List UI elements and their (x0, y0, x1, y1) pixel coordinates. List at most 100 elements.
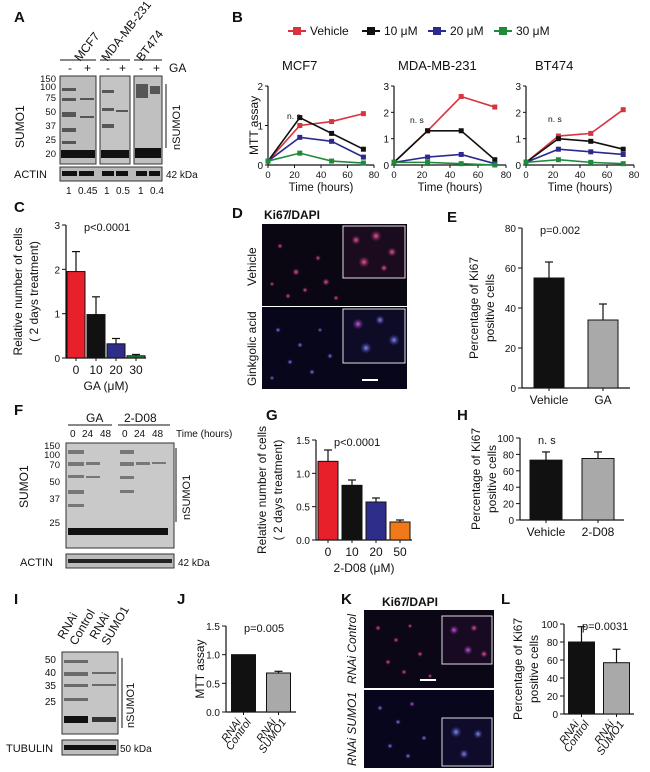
panel-label-k: K (341, 591, 352, 608)
quant-4: 0.5 (116, 186, 130, 197)
y-tick-label: 0 (383, 161, 389, 172)
data-point (329, 138, 335, 144)
x-tick-label: 40 (316, 170, 327, 181)
x-axis-label: Time (hours) (418, 182, 483, 194)
sign-2: + (84, 61, 91, 75)
x-tick-label: 60 (602, 170, 613, 181)
y-tick-label: 2 (383, 108, 389, 119)
marker-25: 25 (45, 135, 56, 146)
y-axis-label: ( 2 days treatment) (27, 241, 41, 342)
legend-label-10um: 10 μM (384, 24, 418, 38)
time-48a: 48 (100, 429, 112, 440)
y-tick-label: 1 (383, 135, 389, 146)
y-axis-label: positive cells (527, 635, 541, 703)
y-tick-label: 3 (383, 82, 389, 93)
y-tick-label: 1 (54, 310, 60, 321)
bar (231, 654, 256, 713)
legend-item-10um: 10 μM (362, 24, 418, 38)
time-0a: 0 (70, 429, 76, 440)
bar (581, 458, 615, 521)
y-tick-label: 2 (257, 82, 263, 93)
y-tick-label: 1.5 (206, 622, 220, 633)
x-tick-label: 60 (473, 170, 484, 181)
data-point (360, 111, 366, 117)
data-point (588, 138, 594, 144)
data-point (297, 115, 303, 121)
legend-item-30um: 30 μM (494, 24, 550, 38)
x-tick-label: 20 (289, 170, 300, 181)
series-line (267, 152, 364, 164)
y-tick-label: 40 (547, 674, 559, 685)
x-tick-label: 20 (369, 545, 383, 559)
x-tick-label: 20 (548, 170, 559, 181)
panel-label-a: A (14, 9, 25, 26)
data-point (425, 154, 431, 160)
x-tick-label: 10 (345, 545, 359, 559)
x-tick-label: 10 (89, 363, 103, 377)
y-axis-label: MTT assay (193, 639, 207, 698)
series-line (393, 153, 496, 165)
x-tick-label: 20 (109, 363, 123, 377)
data-point (620, 151, 626, 157)
time-0b: 0 (122, 429, 128, 440)
loading-kda-i: 50 kDa (120, 744, 152, 755)
bar (66, 271, 86, 359)
y-tick-label: 0.0 (206, 708, 220, 719)
lane-label-bt474: BT474 (133, 27, 166, 64)
data-point (492, 104, 498, 110)
y-tick-label: 0 (515, 161, 521, 172)
annotation: p=0.005 (244, 623, 284, 635)
data-point (458, 128, 464, 134)
data-point (492, 157, 498, 163)
bar (266, 672, 291, 713)
annotation: p=0.0031 (582, 621, 628, 633)
marker-37: 37 (45, 121, 56, 132)
x-tick-label: 80 (369, 170, 380, 181)
blot-f: GA 2-D08 0 24 48 0 24 48 Time (hours) 15… (17, 411, 232, 569)
protein-label-f: SUMO1 (17, 465, 31, 508)
panel-label-l: L (501, 591, 510, 608)
data-point (588, 130, 594, 136)
nsumo1-bracket-a: nSUMO1 (171, 105, 183, 150)
y-tick-label: 0.5 (296, 503, 310, 514)
quant-3: 1 (104, 186, 110, 197)
ginkgolic-row-label: Ginkgolic acid (245, 311, 259, 386)
legend-item-20um: 20 μM (428, 24, 484, 38)
y-tick-label: 0.0 (296, 536, 310, 547)
data-point (297, 123, 303, 128)
data-point (297, 150, 303, 156)
protein-label: SUMO1 (13, 105, 27, 148)
legend-b: Vehicle 10 μM 20 μM 30 μM (288, 24, 550, 38)
quant-5: 1 (138, 186, 144, 197)
legend-item-vehicle: Vehicle (288, 24, 349, 38)
bar (603, 662, 630, 715)
nsumo1-bracket-i: nSUMO1 (125, 683, 137, 728)
y-axis-label: Percentage of Ki67 (467, 257, 481, 359)
panel-label-c: C (14, 199, 25, 216)
marker-100: 100 (40, 82, 56, 93)
y-tick-label: 40 (505, 304, 517, 315)
bar (317, 460, 339, 541)
x-tick-label: 40 (575, 170, 586, 181)
data-point (458, 161, 464, 167)
data-point (329, 130, 335, 136)
series-line (525, 158, 624, 165)
data-point (329, 158, 335, 164)
y-tick-label: 100 (497, 434, 514, 445)
y-axis-label: positive cells (483, 274, 497, 342)
f-marker-25: 25 (49, 518, 60, 529)
series-line (267, 116, 364, 162)
chart-title-bt474: BT474 (535, 58, 573, 73)
x-tick-label: 40 (445, 170, 456, 181)
x-tick-label: Vehicle (527, 525, 566, 539)
x-axis-label: Time (hours) (289, 182, 354, 194)
time-24b: 24 (134, 429, 146, 440)
series-line (525, 137, 624, 164)
panel-label-b: B (232, 9, 243, 26)
x-tick-label: 80 (501, 170, 512, 181)
data-point (265, 158, 271, 164)
loading-kda-a: 42 kDa (166, 170, 198, 181)
data-point (620, 161, 626, 167)
y-axis-label: ( 2 days treatment) (271, 440, 285, 541)
